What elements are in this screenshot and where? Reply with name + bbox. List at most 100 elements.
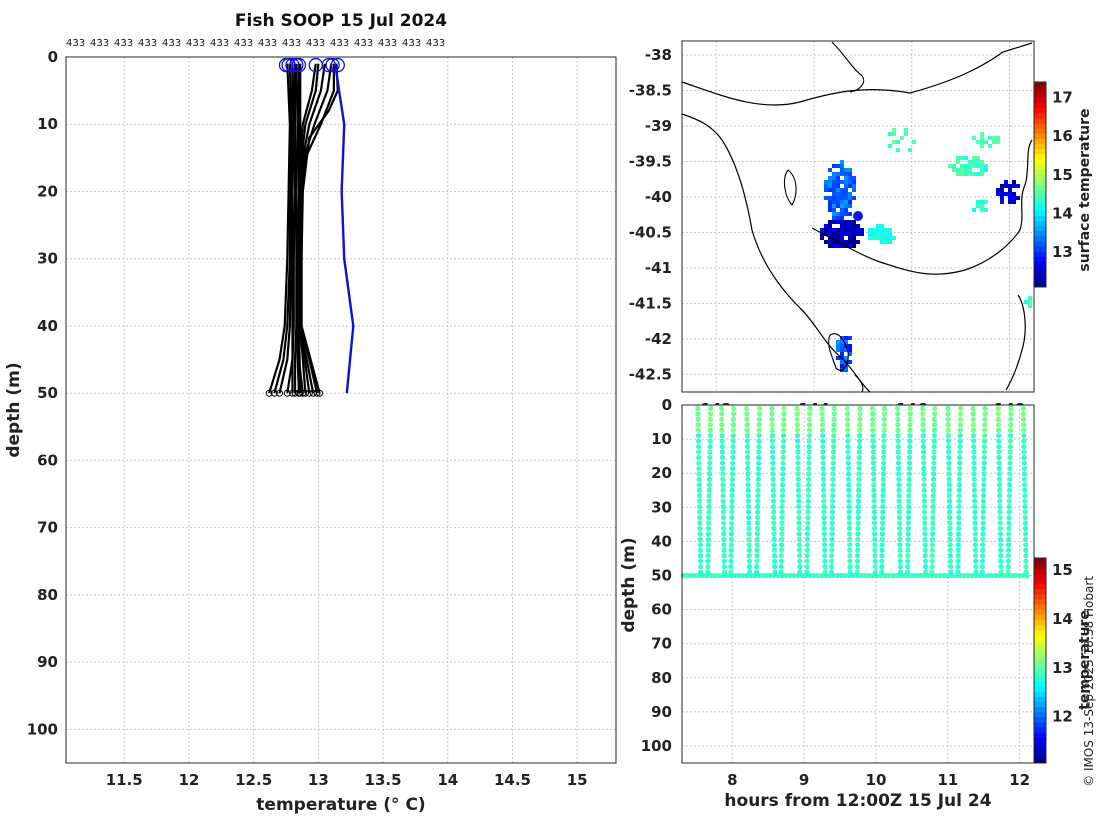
temperature-point [946, 460, 952, 466]
temperature-point [1022, 536, 1029, 542]
temperature-colorbar-segment [1034, 701, 1046, 708]
temperature-point [871, 482, 877, 488]
temperature-point [746, 542, 752, 548]
temperature-point [846, 520, 852, 526]
temperature-point [855, 525, 861, 532]
temperature-point [756, 433, 762, 439]
temperature-point [806, 438, 812, 444]
temperature-point [925, 572, 932, 579]
temperature-point [857, 422, 863, 428]
temperature-point [829, 514, 835, 521]
sst-pixel [824, 188, 828, 192]
sst-pixel [900, 136, 904, 140]
temperature-point [905, 514, 912, 521]
sst-pixel [956, 172, 960, 176]
temperature-point [946, 465, 952, 472]
temperature-point [745, 465, 751, 472]
temperature-point [980, 493, 987, 499]
temperature-point [829, 520, 835, 526]
temperature-colorbar-segment [1034, 614, 1046, 620]
temperature-point [806, 465, 812, 472]
temperature-point [980, 542, 986, 548]
sst-pixel [828, 188, 832, 192]
temperature-point [971, 454, 977, 461]
temperature-point [947, 525, 953, 532]
temperature-point [920, 454, 927, 461]
surface-temperature-colorbar-segment [1034, 97, 1046, 103]
sst-pixel [836, 220, 840, 224]
temperature-point [730, 465, 736, 472]
sst-pixel [828, 240, 832, 244]
temperature-point [720, 498, 726, 504]
temperature-point [720, 465, 726, 472]
temperature-point [746, 531, 752, 537]
temperature-point [821, 498, 827, 504]
surface-temperature-colorbar-tick-label: 13 [1052, 243, 1073, 261]
temperature-point [947, 520, 953, 526]
temperature-colorbar-segment [1034, 706, 1046, 713]
temperature-point [797, 564, 803, 570]
sst-pixel [888, 236, 892, 240]
sst-pixel [876, 232, 880, 236]
profile-x-ticks: 11.5 12 12.5 13 13.5 14 14.5 15 [106, 771, 588, 789]
temperature-point [979, 553, 986, 559]
temperature-point [845, 438, 851, 444]
temperature-point [956, 493, 962, 499]
temperature-colorbar-tick-label: 12 [1052, 708, 1073, 726]
temperature-point [957, 454, 963, 461]
sst-pixel [840, 360, 844, 364]
temperature-point [879, 553, 885, 559]
temperature-point [755, 509, 761, 515]
temperature-point [1007, 482, 1013, 488]
temperature-point [805, 504, 811, 510]
sst-pixel [844, 368, 848, 372]
profile-x-tick-label: 11.5 [106, 771, 143, 789]
temperature-point [906, 487, 912, 493]
surface-temperature-colorbar-segment [1034, 251, 1046, 257]
temperature-point [754, 536, 760, 542]
temperature-point [920, 443, 926, 450]
sst-pixel [852, 240, 856, 244]
sst-pixel [1012, 180, 1016, 184]
temperature-point [740, 572, 746, 579]
temperature-point [794, 416, 800, 422]
temperature-point [971, 443, 977, 450]
surface-temperature-colorbar-segment [1034, 102, 1046, 109]
temperature-point [778, 558, 784, 564]
temperature-point [754, 520, 761, 526]
temperature-point [880, 460, 887, 466]
temperature-point [829, 536, 835, 542]
temperature-point [791, 572, 797, 579]
temperature-point [1006, 487, 1013, 493]
sst-pixel [996, 192, 1000, 196]
surface-temperature-colorbar-tick-label: 16 [1052, 127, 1073, 145]
temperature-point [718, 405, 725, 412]
temperature-point [980, 531, 986, 537]
sst-pixel [888, 132, 892, 136]
temperature-point [794, 405, 800, 412]
profile-y-tick-label: 30 [37, 250, 58, 268]
sst-pixel [828, 228, 832, 232]
profile-y-ticks: 0 10 20 30 40 50 60 70 80 90 100 [27, 48, 58, 738]
temperature-point [896, 471, 902, 477]
temperature-point [896, 465, 902, 472]
sst-pixel [848, 180, 852, 184]
temperature-point [930, 504, 936, 510]
temperature-colorbar-segment [1034, 650, 1046, 656]
temperature-point [930, 476, 937, 482]
map-y-tick-label: -39.5 [629, 153, 672, 171]
temperature-point [997, 531, 1003, 537]
temperature-point [707, 422, 713, 428]
temperature-point [957, 438, 963, 444]
time-depth-x-tick-label: 10 [866, 771, 887, 789]
temperature-point [759, 572, 766, 579]
temperature-point [879, 531, 885, 537]
sst-pixel [888, 240, 892, 244]
temperature-point [696, 498, 703, 504]
temperature-point [756, 443, 762, 450]
temperature-point [830, 487, 836, 493]
sst-pixel [1012, 196, 1016, 200]
temperature-point [730, 427, 736, 433]
temperature-point [771, 572, 777, 579]
profile-x-tick-label: 13 [308, 771, 329, 789]
